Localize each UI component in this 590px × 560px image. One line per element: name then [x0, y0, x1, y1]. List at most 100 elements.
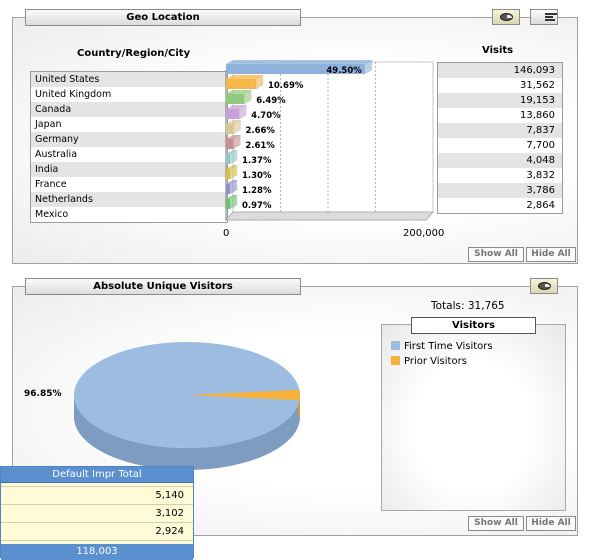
- visitors-totals: Totals: 31,765: [431, 300, 505, 312]
- country-row: France: [35, 179, 67, 190]
- bar-end: [244, 89, 252, 105]
- axis-label-min: 0: [223, 228, 230, 239]
- bar-top: [226, 60, 372, 64]
- bar: [226, 64, 365, 74]
- popup-row: 2,924: [1, 523, 193, 541]
- bar-end: [229, 179, 238, 195]
- country-row: Australia: [35, 149, 78, 160]
- visits-row: 2,864: [526, 200, 555, 211]
- visits-row: 3,786: [438, 183, 562, 198]
- geo-location-title: Geo Location: [25, 9, 301, 26]
- legend-item-first-time: First Time Visitors: [391, 341, 493, 352]
- bar-end: [233, 119, 241, 135]
- country-column-header: Country/Region/City: [77, 48, 191, 59]
- visits-row: 31,562: [520, 80, 555, 91]
- bar-end: [364, 59, 372, 75]
- country-row: United Kingdom: [35, 89, 112, 100]
- bar-percent-label: 1.28%: [242, 186, 272, 196]
- pie-percent-label: 96.85%: [24, 389, 62, 399]
- pie-chart-icon: [500, 13, 513, 21]
- bar: [226, 109, 240, 119]
- popup-row: [1, 483, 193, 487]
- bar-end: [229, 149, 238, 165]
- legend-swatch-prior: [391, 356, 400, 365]
- bar-end: [239, 104, 247, 120]
- bar-top: [226, 120, 241, 124]
- bar-percent-label: 1.30%: [242, 171, 272, 181]
- bar-top: [226, 165, 237, 169]
- plot-back-wall: [232, 61, 434, 213]
- legend-label-first-time: First Time Visitors: [404, 341, 493, 352]
- bar: [226, 169, 230, 179]
- plot-floor: [224, 211, 435, 221]
- geo-show-all-button[interactable]: Show All: [468, 247, 524, 262]
- visits-list: 146,093 31,562 19,153 13,860 7,837 7,700 4,048…: [437, 62, 563, 214]
- visitors-hide-all-button[interactable]: Hide All: [526, 516, 576, 531]
- country-row: Netherlands: [31, 192, 227, 207]
- visits-row: 3,832: [526, 170, 555, 181]
- bar: [226, 139, 234, 149]
- bar-percent-label: 49.50%: [326, 66, 362, 76]
- bar: [226, 79, 256, 89]
- visits-row: 7,837: [438, 123, 562, 138]
- legend-label-prior: Prior Visitors: [404, 356, 467, 367]
- bar-percent-label: 6.49%: [256, 96, 286, 106]
- bar-top: [226, 195, 237, 199]
- axis-label-max: 200,000: [403, 228, 445, 239]
- country-row: Mexico: [35, 209, 69, 220]
- bar-top: [226, 90, 252, 94]
- visits-row: 19,153: [438, 93, 562, 108]
- country-row: Germany: [31, 132, 227, 147]
- visits-column-header: Visits: [482, 45, 514, 56]
- pie-side-prior: [298, 395, 300, 417]
- visitors-pie-view-button[interactable]: [530, 278, 558, 294]
- legend-swatch-first-time: [391, 341, 400, 350]
- geo-bar-chart: 49.50% 10.69% 6.49% 4.70% 2.66% 2.61% 1.37% 1.3…: [224, 59, 435, 221]
- legend-item-prior: Prior Visitors: [391, 356, 467, 367]
- bar-percent-label: 2.61%: [245, 141, 275, 151]
- bar-end: [229, 164, 238, 180]
- bar: [226, 199, 230, 209]
- bar-top: [226, 150, 237, 154]
- bar: [226, 184, 230, 194]
- bar-top: [226, 105, 247, 109]
- popup-row: 5,140: [1, 487, 193, 505]
- visitors-show-all-button[interactable]: Show All: [468, 516, 524, 531]
- impr-total-popup: Default Impr Total 5,140 3,102 2,924 118…: [0, 466, 194, 560]
- bar-percent-label: 0.97%: [242, 201, 272, 211]
- bar: [226, 154, 230, 164]
- pie-view-button[interactable]: [492, 9, 520, 25]
- bar-top: [226, 180, 237, 184]
- country-row: United States: [31, 72, 227, 87]
- visits-row: 4,048: [438, 153, 562, 168]
- bar-percent-label: 2.66%: [245, 126, 275, 136]
- popup-footer: 118,003: [1, 544, 193, 560]
- country-list: United States United Kingdom Canada Japan Ge…: [30, 71, 228, 223]
- pie-side: [74, 395, 300, 470]
- visits-row: 13,860: [520, 110, 555, 121]
- popup-row: 3,102: [1, 505, 193, 523]
- visitors-legend: [381, 324, 566, 511]
- visits-row: 7,700: [526, 140, 555, 151]
- pie-chart-icon: [538, 282, 551, 290]
- popup-header: Default Impr Total: [1, 467, 193, 483]
- country-row: India: [31, 162, 227, 177]
- bar: [226, 94, 245, 104]
- bar-percent-label: 1.37%: [242, 156, 272, 166]
- bar-top: [226, 75, 263, 79]
- bar-end: [229, 194, 238, 210]
- unique-visitors-title: Absolute Unique Visitors: [25, 278, 301, 295]
- bar-end: [255, 74, 264, 90]
- legend-title: Visitors: [411, 317, 536, 334]
- visitors-pie-chart: [74, 342, 300, 470]
- country-row: Canada: [31, 102, 227, 117]
- geo-hide-all-button[interactable]: Hide All: [526, 247, 576, 262]
- pie-slice-prior: [187, 389, 300, 401]
- country-row: Japan: [35, 119, 62, 130]
- bar: [226, 124, 234, 134]
- bar-percent-label: 4.70%: [251, 111, 281, 121]
- bar-end: [233, 134, 241, 150]
- bar-top: [226, 135, 241, 139]
- bar-view-button[interactable]: [530, 9, 558, 25]
- bar-percent-label: 10.69%: [268, 81, 304, 91]
